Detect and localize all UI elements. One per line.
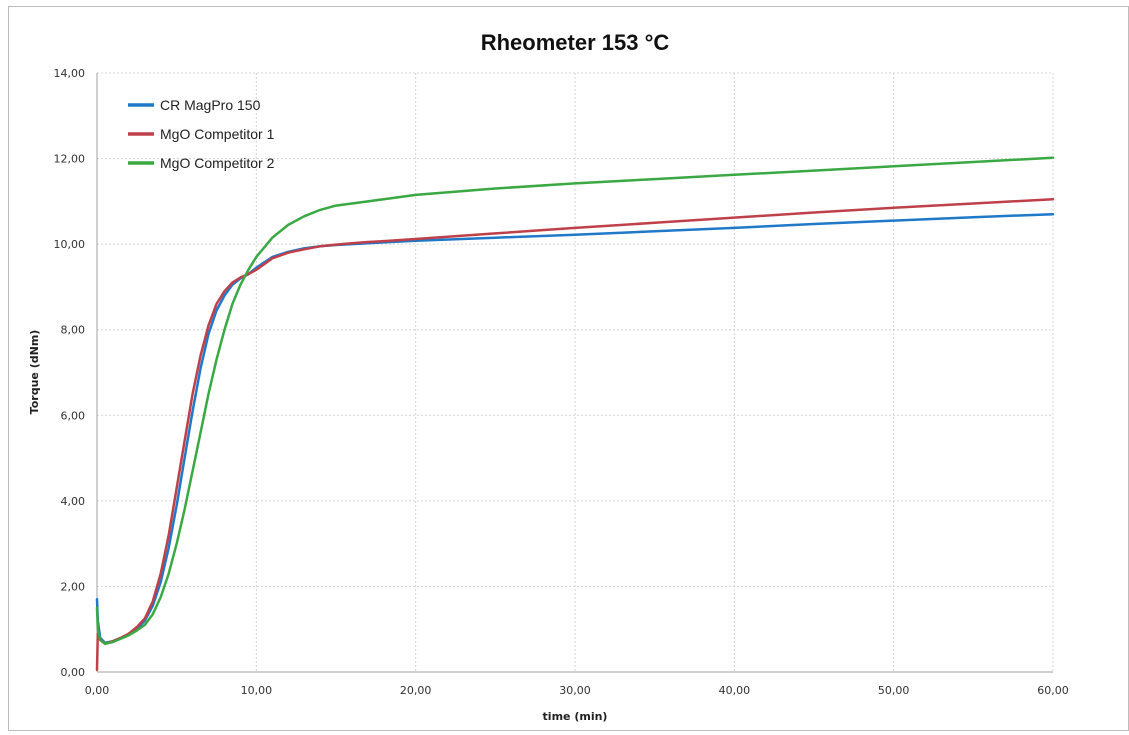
legend: CR MagPro 150 MgO Competitor 1 MgO Competi…: [128, 97, 275, 171]
series-line-2: [95, 197, 1055, 672]
gridlines: [97, 72, 1054, 672]
x-tick-label: 10,00: [241, 684, 273, 697]
x-tick-label: 30,00: [559, 684, 591, 697]
legend-label: MgO Competitor 2: [160, 155, 275, 171]
y-axis-label: Torque (dNm): [28, 330, 41, 415]
y-tick-label: 2,00: [61, 580, 86, 593]
axes: [96, 73, 1053, 673]
x-tick-labels: 0,00 10,00 20,00 30,00 40,00 50,00 60,00: [85, 684, 1069, 697]
y-tick-labels: 0,00 2,00 4,00 6,00 8,00 10,00 12,00 14,00: [54, 67, 86, 679]
x-tick-label: 50,00: [878, 684, 910, 697]
y-tick-label: 6,00: [61, 409, 86, 422]
chart-frame: [8, 6, 1129, 731]
y-tick-label: 10,00: [54, 238, 86, 251]
y-tick-label: 4,00: [61, 495, 86, 508]
legend-label: CR MagPro 150: [160, 97, 261, 113]
y-tick-label: 8,00: [61, 324, 86, 337]
y-tick-label: 12,00: [54, 153, 86, 166]
legend-label: MgO Competitor 1: [160, 126, 275, 142]
x-axis-label: time (min): [543, 710, 608, 723]
chart-title: Rheometer 153 °C: [481, 30, 670, 55]
x-tick-label: 0,00: [85, 684, 110, 697]
series-line-3: [95, 156, 1055, 646]
y-tick-label: 0,00: [61, 666, 86, 679]
x-tick-label: 60,00: [1037, 684, 1069, 697]
x-tick-label: 40,00: [719, 684, 751, 697]
x-tick-label: 20,00: [400, 684, 432, 697]
series-lines: [95, 156, 1055, 672]
y-tick-label: 14,00: [54, 67, 86, 80]
